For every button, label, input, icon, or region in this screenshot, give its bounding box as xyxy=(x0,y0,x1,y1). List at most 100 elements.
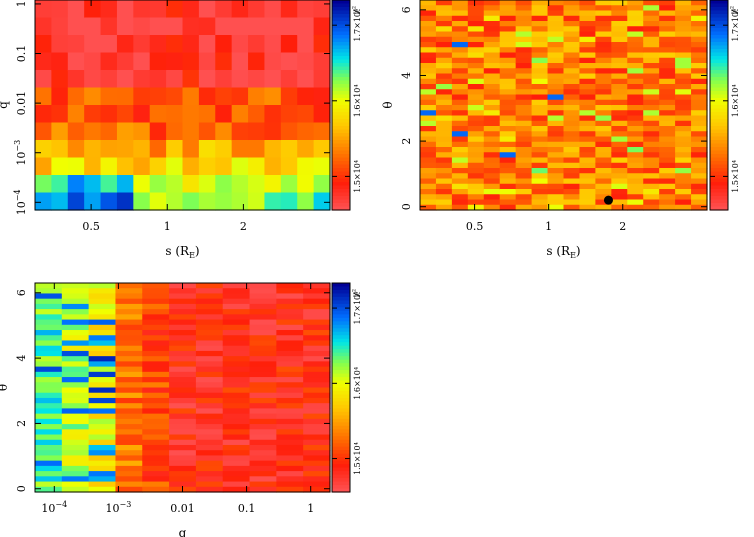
heatmap-cell xyxy=(115,450,143,457)
heatmap-cells xyxy=(420,0,708,211)
heatmap-cell xyxy=(675,94,692,101)
heatmap-cell xyxy=(420,120,437,127)
heatmap-cell xyxy=(297,17,315,36)
heatmap-cell xyxy=(627,10,644,17)
heatmap-cell xyxy=(149,175,167,194)
heatmap-cell xyxy=(643,110,660,117)
heatmap-cell xyxy=(675,115,692,122)
heatmap-cell xyxy=(195,460,224,467)
heatmap-cell xyxy=(297,105,315,124)
colorbar-segment xyxy=(332,129,350,134)
heatmap-cell xyxy=(547,10,565,17)
heatmap-cell xyxy=(435,162,453,169)
heatmap-cell xyxy=(169,397,197,404)
heatmap-cell xyxy=(627,36,644,43)
heatmap-cell xyxy=(35,303,63,310)
colorbar-segment xyxy=(332,464,350,469)
heatmap-cell xyxy=(149,52,167,71)
heatmap-cell xyxy=(563,57,581,64)
heatmap-cell xyxy=(627,152,644,159)
heatmap-cell xyxy=(182,52,200,71)
heatmap-cell xyxy=(303,392,331,399)
heatmap-cell xyxy=(563,194,581,201)
heatmap-cell xyxy=(420,0,437,6)
heatmap-cell xyxy=(451,21,469,27)
colorbar-segment xyxy=(710,129,728,134)
heatmap-cell xyxy=(595,73,612,80)
heatmap-cell xyxy=(499,152,517,159)
heatmap-cell xyxy=(88,397,117,404)
heatmap-cell xyxy=(515,84,533,90)
heatmap-cell xyxy=(169,450,197,457)
heatmap-cell xyxy=(303,382,331,389)
heatmap-cell xyxy=(563,63,581,69)
heatmap-cell xyxy=(643,152,660,159)
heatmap-cell xyxy=(627,204,644,211)
heatmap-cell xyxy=(435,52,453,59)
heatmap-cell xyxy=(249,439,277,446)
heatmap-cell xyxy=(499,204,517,211)
colorbar-tick-label: 1.7×10⁴ xyxy=(353,9,362,42)
heatmap-cell xyxy=(222,408,251,415)
heatmap-cell xyxy=(435,10,453,17)
heatmap-cell xyxy=(249,418,277,425)
heatmap-cell xyxy=(420,136,437,143)
heatmap-cell xyxy=(675,42,692,48)
heatmap-cell xyxy=(467,15,485,22)
heatmap-cell xyxy=(198,192,216,211)
heatmap-cell xyxy=(51,35,69,54)
heatmap-cell xyxy=(35,340,63,347)
heatmap-cell xyxy=(483,152,501,159)
heatmap-cell xyxy=(249,330,277,336)
x-tick-label: 0.1 xyxy=(238,502,256,515)
heatmap-cell xyxy=(100,140,118,159)
colorbar-segment xyxy=(332,349,350,354)
heatmap-cell xyxy=(531,99,549,106)
heatmap-cell xyxy=(115,377,143,383)
heatmap-cell xyxy=(563,131,581,138)
heatmap-cell xyxy=(467,168,485,174)
heatmap-cell xyxy=(499,162,517,169)
heatmap-cell xyxy=(531,5,549,12)
heatmap-cell xyxy=(142,319,170,326)
heatmap-cell xyxy=(142,471,170,477)
heatmap-cell xyxy=(659,15,676,22)
heatmap-cell xyxy=(142,481,170,488)
heatmap-cell xyxy=(116,70,134,89)
heatmap-cell xyxy=(483,120,501,127)
heatmap-cell xyxy=(61,345,90,352)
heatmap-cell xyxy=(166,0,184,19)
colorbar-segment xyxy=(710,31,728,36)
colorbar-segment xyxy=(332,203,350,208)
heatmap-cell xyxy=(264,140,282,159)
heatmap-cell xyxy=(451,120,469,127)
heatmap-cell xyxy=(691,21,708,27)
heatmap-cell xyxy=(563,15,581,22)
heatmap-cell xyxy=(276,455,304,462)
heatmap-cell xyxy=(595,52,612,59)
heatmap-cell xyxy=(297,192,315,211)
heatmap-cell xyxy=(169,418,197,425)
heatmap-cell xyxy=(303,303,331,310)
heatmap-cell xyxy=(51,52,69,71)
heatmap-cell xyxy=(579,194,596,201)
heatmap-cell xyxy=(499,73,517,80)
heatmap-cell xyxy=(215,175,233,194)
heatmap-cell xyxy=(483,42,501,48)
colorbar-segment xyxy=(710,77,728,82)
heatmap-cell xyxy=(467,10,485,17)
heatmap-cell xyxy=(451,194,469,201)
heatmap-cell xyxy=(675,204,692,211)
heatmap-cell xyxy=(303,361,331,368)
heatmap-cell xyxy=(611,10,628,17)
heatmap-cell xyxy=(483,131,501,138)
colorbar-segment xyxy=(332,443,350,448)
heatmap-cell xyxy=(249,486,277,493)
heatmap-cell xyxy=(435,115,453,122)
heatmap-cell xyxy=(276,408,304,415)
heatmap-cell xyxy=(595,120,612,127)
heatmap-cell xyxy=(579,26,596,33)
colorbar-segment xyxy=(710,66,728,71)
heatmap-cell xyxy=(67,140,85,159)
